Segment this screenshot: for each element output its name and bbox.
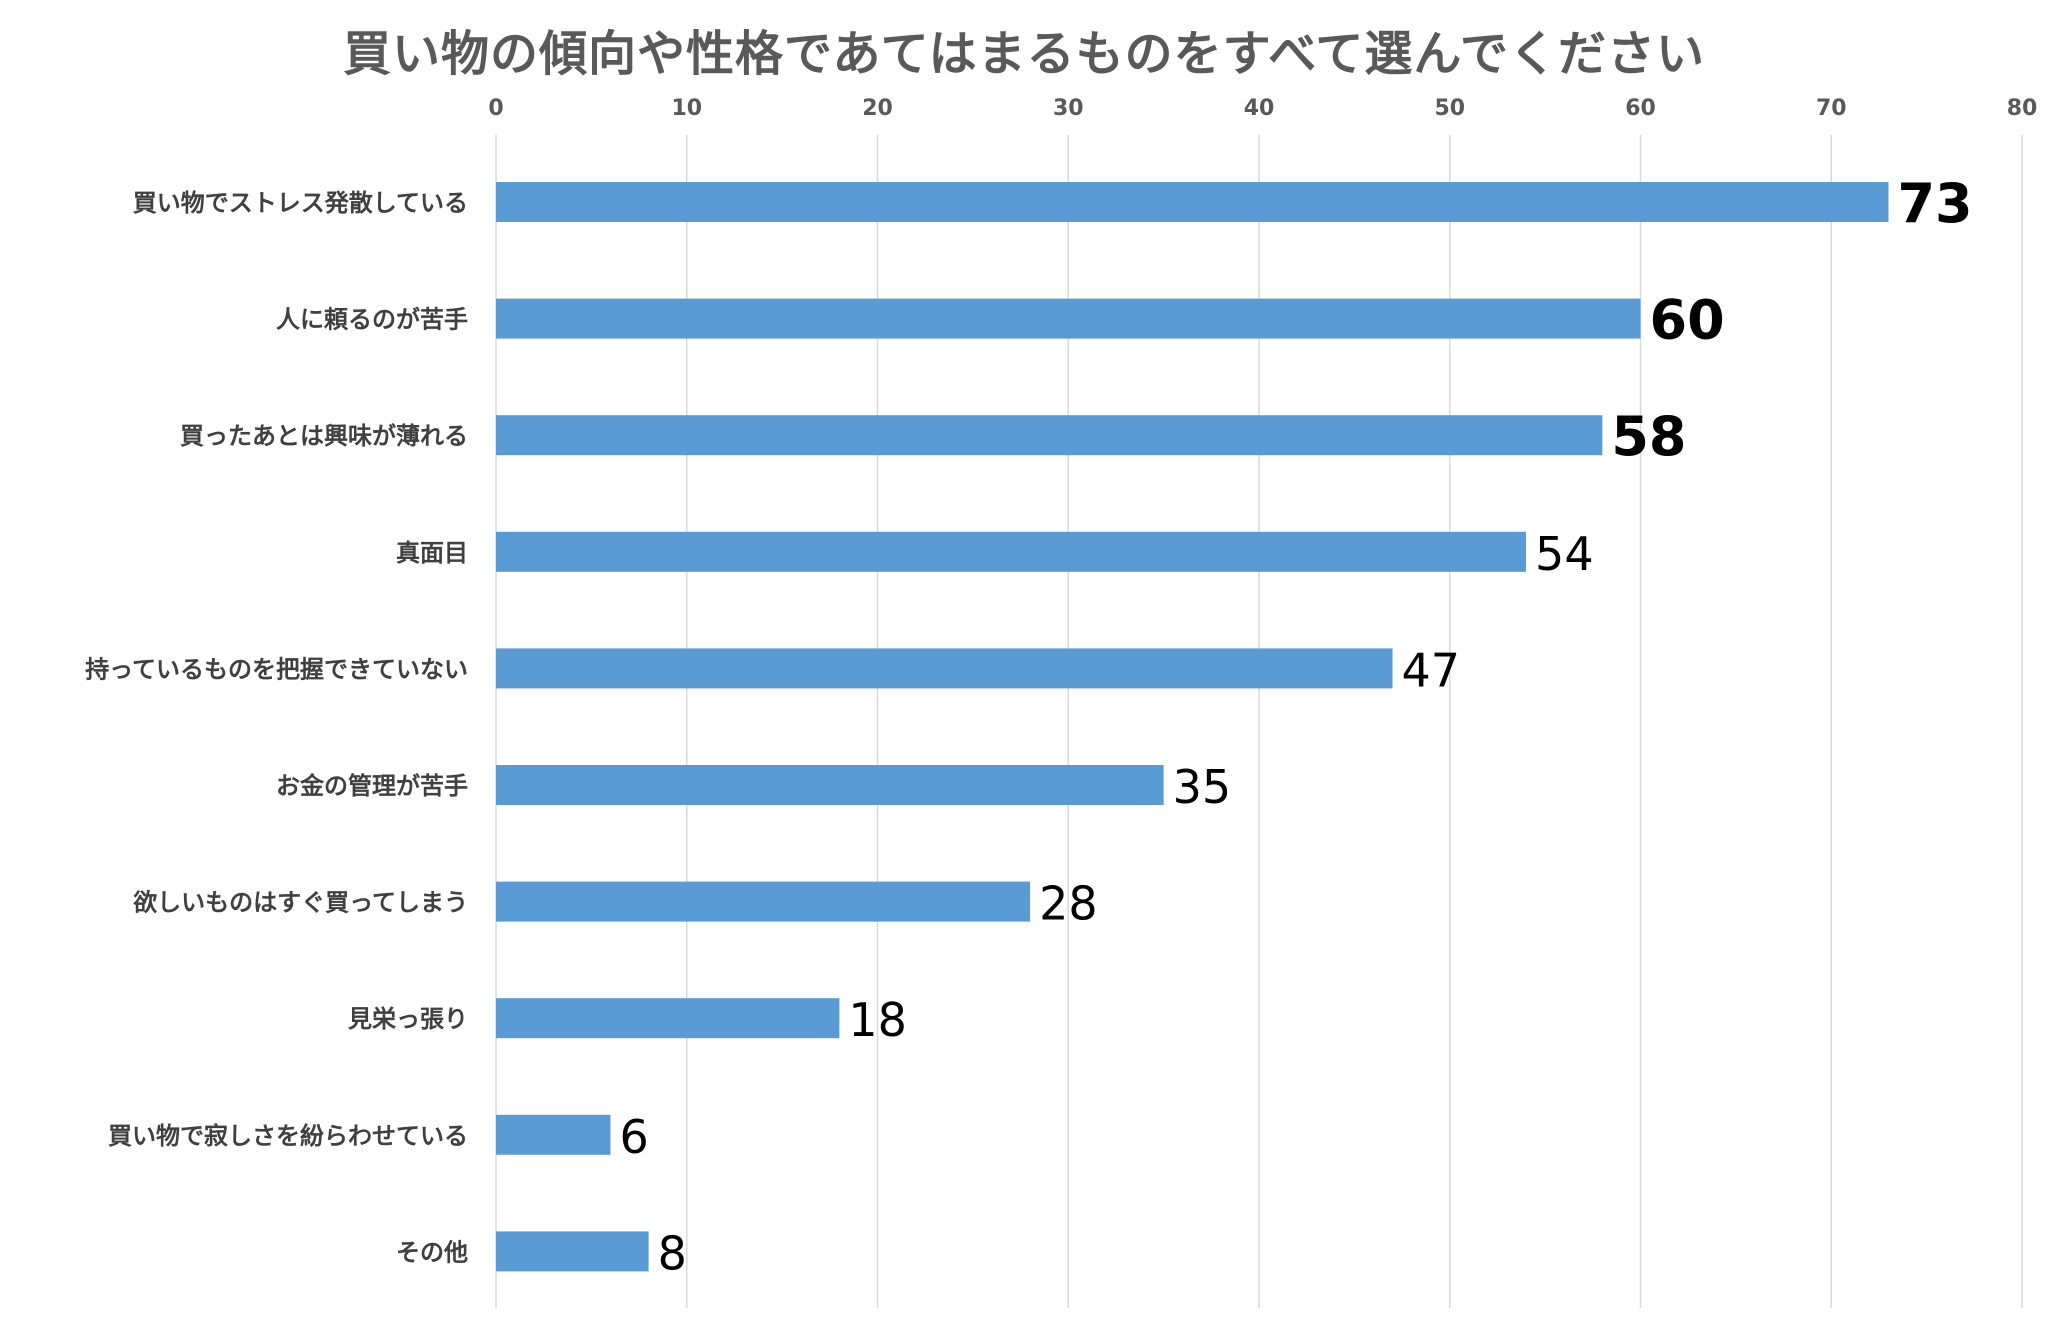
x-tick-label: 50	[1434, 96, 1465, 121]
x-tick-label: 0	[488, 96, 503, 121]
data-label: 35	[1173, 760, 1232, 814]
x-tick-label: 20	[862, 96, 893, 121]
category-label: 買い物で寂しさを紛らわせている	[108, 1122, 468, 1150]
x-tick-label: 40	[1244, 96, 1275, 121]
data-label: 47	[1402, 643, 1461, 697]
bar	[496, 765, 1164, 805]
x-tick-label: 70	[1816, 96, 1847, 121]
data-labels: 73 60 58 54 47 35 28 18 6 8	[619, 172, 1972, 1280]
bar	[496, 182, 1889, 222]
data-label: 18	[848, 993, 907, 1047]
category-label: 人に頼るのが苦手	[276, 306, 468, 334]
x-tick-label: 80	[2007, 96, 2038, 121]
bar	[496, 881, 1031, 922]
x-axis-ticks: 0 10 20 30 40 50 60 70 80	[488, 96, 2037, 121]
category-label: その他	[396, 1238, 468, 1266]
x-tick-label: 10	[671, 96, 702, 121]
category-label: 見栄っ張り	[348, 1005, 468, 1033]
category-labels: 買い物でストレス発散している人に頼るのが苦手買ったあとは興味が薄れる真面目持って…	[85, 189, 468, 1266]
data-label: 60	[1650, 289, 1725, 352]
category-label: 欲しいものはすぐ買ってしまう	[132, 889, 468, 917]
category-label: 買ったあとは興味が薄れる	[180, 422, 468, 450]
x-tick-label: 60	[1625, 96, 1656, 121]
bar	[496, 1114, 611, 1155]
category-label: お金の管理が苦手	[276, 772, 468, 800]
bar	[496, 998, 840, 1039]
x-tick-label: 30	[1053, 96, 1084, 121]
data-label: 8	[658, 1226, 687, 1280]
bar	[496, 298, 1641, 339]
chart-title: 買い物の傾向や性格であてはまるものをすべて選んでください	[343, 26, 1705, 82]
category-label: 持っているものを把握できていない	[85, 655, 468, 683]
category-label: 買い物でストレス発散している	[133, 189, 468, 217]
data-label: 28	[1039, 877, 1098, 931]
category-label: 真面目	[396, 539, 468, 567]
bar	[496, 531, 1527, 572]
bar	[496, 415, 1603, 456]
data-label: 54	[1535, 527, 1594, 581]
data-label: 6	[619, 1110, 648, 1164]
data-label: 73	[1897, 172, 1972, 235]
data-label: 58	[1611, 405, 1686, 468]
bars	[496, 182, 1889, 1272]
bar	[496, 1231, 649, 1272]
bar	[496, 648, 1393, 689]
